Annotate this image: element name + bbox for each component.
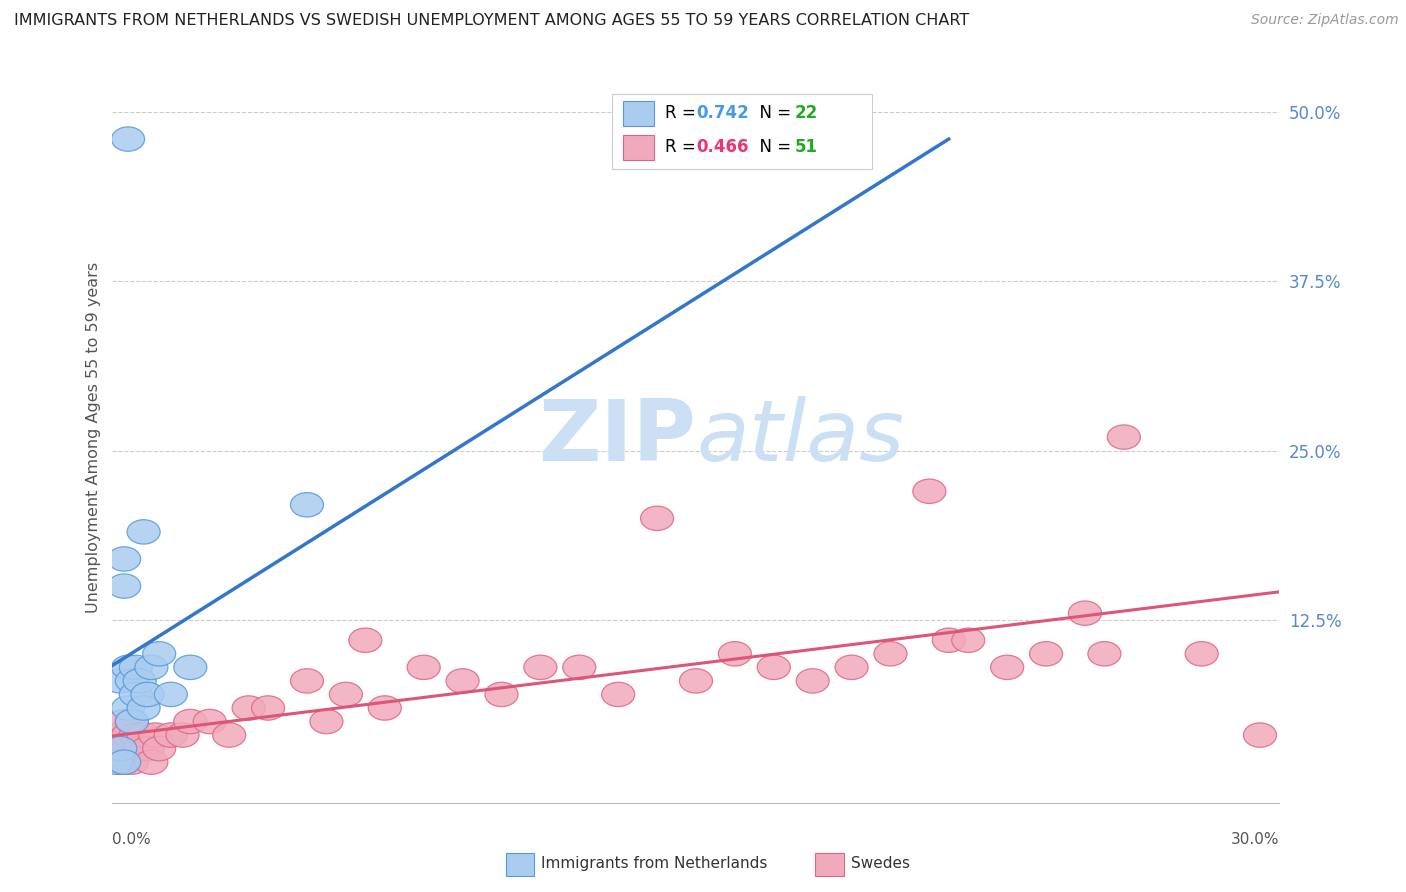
Ellipse shape [408, 655, 440, 680]
Ellipse shape [718, 641, 751, 666]
Ellipse shape [562, 655, 596, 680]
Ellipse shape [108, 547, 141, 571]
Ellipse shape [1108, 425, 1140, 450]
Text: IMMIGRANTS FROM NETHERLANDS VS SWEDISH UNEMPLOYMENT AMONG AGES 55 TO 59 YEARS CO: IMMIGRANTS FROM NETHERLANDS VS SWEDISH U… [14, 13, 969, 29]
Ellipse shape [108, 574, 141, 599]
Ellipse shape [100, 737, 134, 761]
Y-axis label: Unemployment Among Ages 55 to 59 years: Unemployment Among Ages 55 to 59 years [86, 261, 101, 613]
Ellipse shape [758, 655, 790, 680]
Text: 0.0%: 0.0% [112, 832, 152, 847]
Ellipse shape [602, 682, 634, 706]
Text: N =: N = [749, 138, 797, 156]
Text: N =: N = [749, 104, 797, 122]
Ellipse shape [142, 641, 176, 666]
Ellipse shape [912, 479, 946, 503]
Ellipse shape [1243, 723, 1277, 747]
Ellipse shape [485, 682, 517, 706]
Text: 0.742: 0.742 [696, 104, 749, 122]
Ellipse shape [524, 655, 557, 680]
Ellipse shape [139, 723, 172, 747]
Text: 30.0%: 30.0% [1232, 832, 1279, 847]
Text: Immigrants from Netherlands: Immigrants from Netherlands [541, 856, 768, 871]
Ellipse shape [875, 641, 907, 666]
Ellipse shape [641, 506, 673, 531]
Ellipse shape [100, 750, 134, 774]
Ellipse shape [108, 750, 141, 774]
Ellipse shape [104, 669, 136, 693]
Ellipse shape [131, 682, 165, 706]
Ellipse shape [111, 737, 145, 761]
Ellipse shape [104, 723, 136, 747]
Ellipse shape [115, 709, 149, 734]
Text: R =: R = [665, 138, 702, 156]
Ellipse shape [155, 682, 187, 706]
Ellipse shape [104, 750, 136, 774]
Ellipse shape [193, 709, 226, 734]
Ellipse shape [127, 520, 160, 544]
Ellipse shape [127, 696, 160, 720]
Text: 22: 22 [794, 104, 818, 122]
Ellipse shape [111, 696, 145, 720]
Ellipse shape [291, 669, 323, 693]
Text: ZIP: ZIP [538, 395, 696, 479]
Ellipse shape [1069, 601, 1101, 625]
Ellipse shape [1088, 641, 1121, 666]
Ellipse shape [120, 723, 152, 747]
Ellipse shape [108, 750, 141, 774]
Ellipse shape [166, 723, 200, 747]
Ellipse shape [120, 655, 152, 680]
Ellipse shape [232, 696, 266, 720]
Ellipse shape [1029, 641, 1063, 666]
Ellipse shape [135, 655, 167, 680]
Ellipse shape [142, 737, 176, 761]
Ellipse shape [120, 682, 152, 706]
Ellipse shape [174, 655, 207, 680]
Ellipse shape [446, 669, 479, 693]
Ellipse shape [329, 682, 363, 706]
Text: Swedes: Swedes [851, 856, 910, 871]
Ellipse shape [104, 737, 136, 761]
Ellipse shape [111, 655, 145, 680]
Ellipse shape [124, 669, 156, 693]
Ellipse shape [131, 737, 165, 761]
Ellipse shape [952, 628, 984, 652]
Ellipse shape [1185, 641, 1218, 666]
Text: Source: ZipAtlas.com: Source: ZipAtlas.com [1251, 13, 1399, 28]
Ellipse shape [349, 628, 382, 652]
Ellipse shape [212, 723, 246, 747]
Ellipse shape [796, 669, 830, 693]
Ellipse shape [127, 723, 160, 747]
Ellipse shape [111, 127, 145, 152]
Text: 51: 51 [794, 138, 817, 156]
Ellipse shape [155, 723, 187, 747]
Ellipse shape [115, 669, 149, 693]
Ellipse shape [108, 709, 141, 734]
Ellipse shape [291, 492, 323, 517]
Ellipse shape [679, 669, 713, 693]
Ellipse shape [174, 709, 207, 734]
Ellipse shape [135, 750, 167, 774]
Ellipse shape [932, 628, 966, 652]
Ellipse shape [115, 709, 149, 734]
Ellipse shape [835, 655, 868, 680]
Ellipse shape [368, 696, 401, 720]
Ellipse shape [309, 709, 343, 734]
Ellipse shape [252, 696, 284, 720]
Ellipse shape [991, 655, 1024, 680]
Text: 0.466: 0.466 [696, 138, 748, 156]
Text: atlas: atlas [696, 395, 904, 479]
Text: R =: R = [665, 104, 702, 122]
Ellipse shape [115, 750, 149, 774]
Ellipse shape [111, 723, 145, 747]
Ellipse shape [124, 737, 156, 761]
